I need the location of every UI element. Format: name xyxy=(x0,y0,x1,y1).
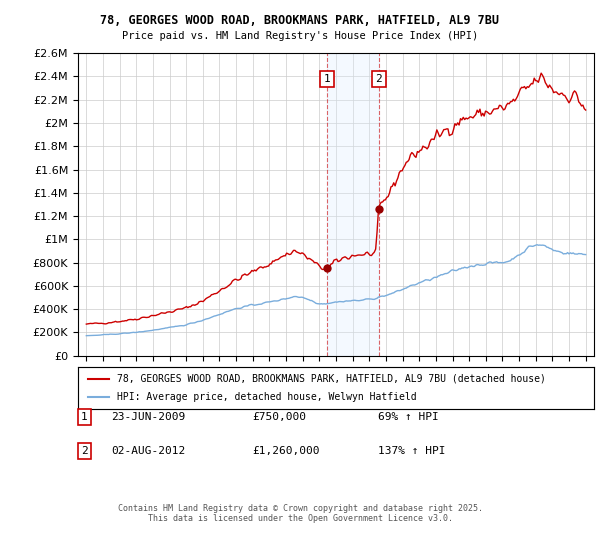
Text: £750,000: £750,000 xyxy=(252,412,306,422)
Text: 2: 2 xyxy=(376,74,382,84)
Text: Contains HM Land Registry data © Crown copyright and database right 2025.
This d: Contains HM Land Registry data © Crown c… xyxy=(118,504,482,524)
Bar xyxy=(327,53,379,356)
Text: 23-JUN-2009: 23-JUN-2009 xyxy=(111,412,185,422)
Text: 78, GEORGES WOOD ROAD, BROOKMANS PARK, HATFIELD, AL9 7BU (detached house): 78, GEORGES WOOD ROAD, BROOKMANS PARK, H… xyxy=(116,374,545,384)
Text: 1: 1 xyxy=(324,74,331,84)
Text: 69% ↑ HPI: 69% ↑ HPI xyxy=(378,412,439,422)
Text: 2: 2 xyxy=(81,446,88,456)
Text: £1,260,000: £1,260,000 xyxy=(252,446,320,456)
Text: 02-AUG-2012: 02-AUG-2012 xyxy=(111,446,185,456)
Text: Price paid vs. HM Land Registry's House Price Index (HPI): Price paid vs. HM Land Registry's House … xyxy=(122,31,478,41)
Text: 137% ↑ HPI: 137% ↑ HPI xyxy=(378,446,445,456)
Text: 78, GEORGES WOOD ROAD, BROOKMANS PARK, HATFIELD, AL9 7BU: 78, GEORGES WOOD ROAD, BROOKMANS PARK, H… xyxy=(101,14,499,27)
Text: 1: 1 xyxy=(81,412,88,422)
Text: HPI: Average price, detached house, Welwyn Hatfield: HPI: Average price, detached house, Welw… xyxy=(116,392,416,402)
